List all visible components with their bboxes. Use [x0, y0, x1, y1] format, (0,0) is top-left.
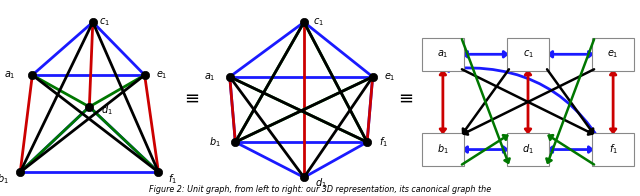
FancyBboxPatch shape — [592, 133, 634, 166]
FancyBboxPatch shape — [422, 133, 464, 166]
Text: $c_1$: $c_1$ — [522, 48, 534, 60]
Text: $f_1$: $f_1$ — [609, 143, 618, 156]
Text: $d_1$: $d_1$ — [522, 143, 534, 156]
FancyBboxPatch shape — [422, 38, 464, 71]
FancyBboxPatch shape — [592, 38, 634, 71]
FancyBboxPatch shape — [507, 38, 549, 71]
Text: $b_1$: $b_1$ — [0, 172, 9, 186]
Text: $b_1$: $b_1$ — [437, 143, 449, 156]
Text: $e_1$: $e_1$ — [383, 71, 395, 83]
Text: $a_1$: $a_1$ — [204, 71, 215, 83]
Text: $e_1$: $e_1$ — [607, 48, 619, 60]
Text: Figure 2: Unit graph, from left to right: our 3D representation, its canonical g: Figure 2: Unit graph, from left to right… — [149, 185, 491, 194]
Text: $a_1$: $a_1$ — [437, 48, 449, 60]
Text: $e_1$: $e_1$ — [156, 69, 168, 81]
Text: $d_1$: $d_1$ — [100, 103, 113, 117]
Text: $d_1$: $d_1$ — [315, 176, 326, 190]
Text: $f_1$: $f_1$ — [168, 172, 177, 186]
Text: $f_1$: $f_1$ — [380, 135, 388, 149]
Text: $\equiv$: $\equiv$ — [181, 89, 200, 107]
Text: $c_1$: $c_1$ — [314, 16, 324, 28]
Text: $\equiv$: $\equiv$ — [395, 89, 414, 107]
Text: $c_1$: $c_1$ — [99, 16, 110, 28]
FancyBboxPatch shape — [507, 133, 549, 166]
Text: $a_1$: $a_1$ — [4, 69, 15, 81]
Text: $b_1$: $b_1$ — [209, 135, 221, 149]
